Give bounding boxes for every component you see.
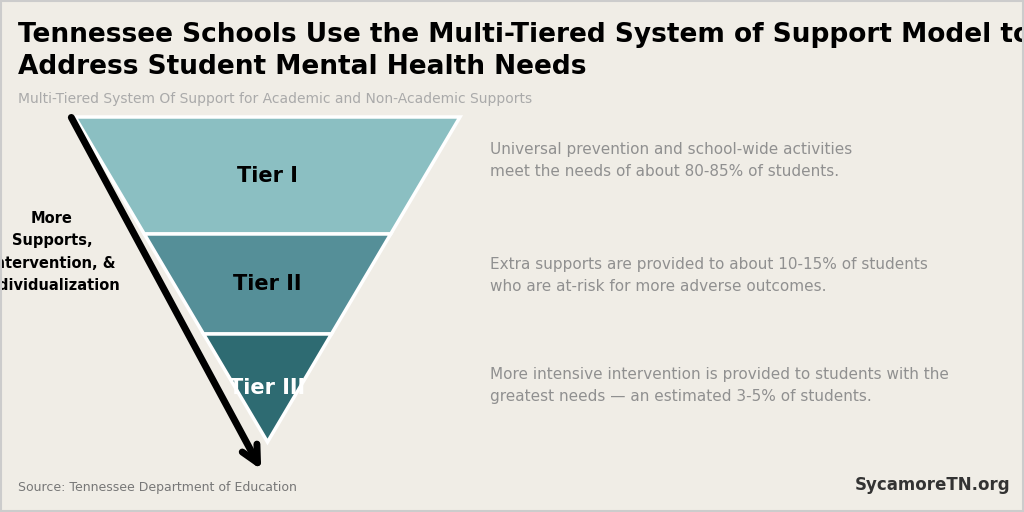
FancyArrowPatch shape — [72, 117, 257, 463]
Text: Multi-Tiered System Of Support for Academic and Non-Academic Supports: Multi-Tiered System Of Support for Acade… — [18, 92, 532, 106]
Text: More intensive intervention is provided to students with the
greatest needs — an: More intensive intervention is provided … — [490, 367, 949, 403]
Text: Address Student Mental Health Needs: Address Student Mental Health Needs — [18, 54, 587, 80]
Text: Tier I: Tier I — [238, 165, 298, 185]
Text: Tier III: Tier III — [229, 378, 305, 398]
Text: Source: Tennessee Department of Education: Source: Tennessee Department of Educatio… — [18, 481, 297, 494]
Text: Extra supports are provided to about 10-15% of students
who are at-risk for more: Extra supports are provided to about 10-… — [490, 257, 928, 293]
Text: Universal prevention and school-wide activities
meet the needs of about 80-85% o: Universal prevention and school-wide act… — [490, 142, 852, 179]
Text: SycamoreTN.org: SycamoreTN.org — [854, 476, 1010, 494]
Polygon shape — [144, 234, 391, 334]
Polygon shape — [204, 334, 332, 442]
Polygon shape — [75, 117, 460, 234]
Text: Tennessee Schools Use the Multi-Tiered System of Support Model to: Tennessee Schools Use the Multi-Tiered S… — [18, 22, 1024, 48]
Text: More
Supports,
Intervention, &
Individualization: More Supports, Intervention, & Individua… — [0, 211, 121, 293]
Text: Tier II: Tier II — [233, 274, 302, 294]
